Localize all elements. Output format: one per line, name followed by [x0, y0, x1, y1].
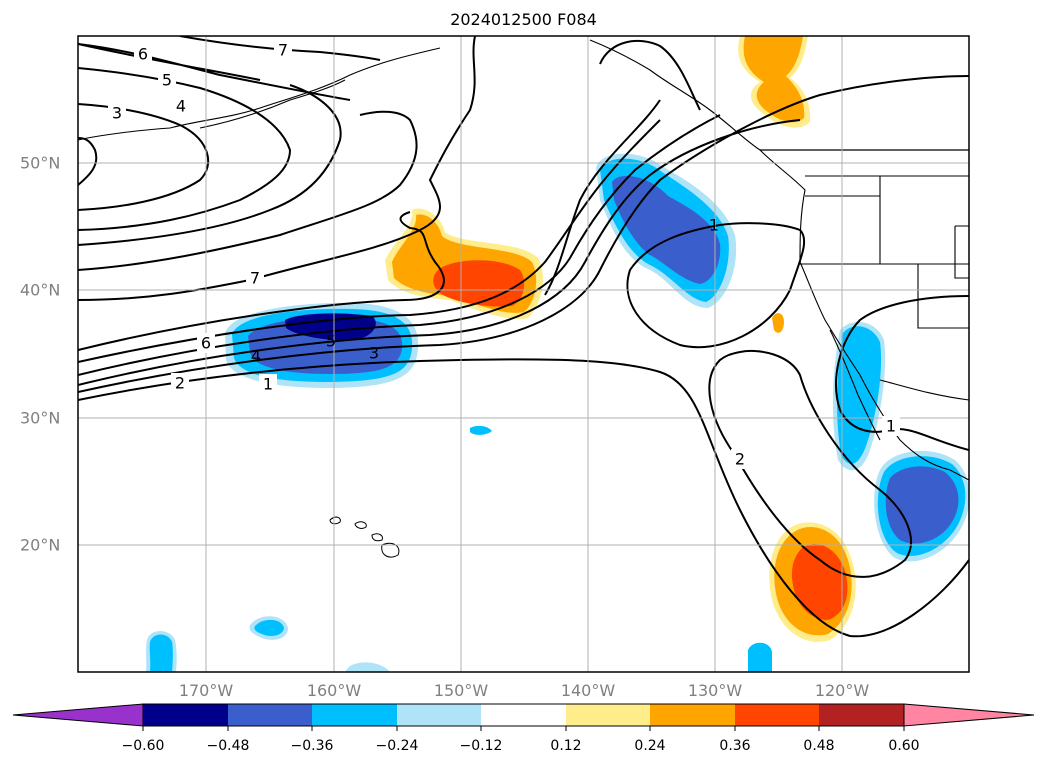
- map-frame: [77, 35, 970, 673]
- hawaiian-islands: [329, 516, 400, 558]
- contour-label: 4: [176, 97, 186, 116]
- contour-label: 7: [278, 41, 288, 60]
- colorbar-bin: [735, 704, 819, 726]
- coastlines: [78, 39, 969, 481]
- lon-label: 170°W: [178, 681, 234, 700]
- contour-label: 3: [112, 104, 122, 123]
- contour-label: 3: [369, 344, 379, 363]
- contour-label: 2: [175, 374, 185, 393]
- colorbar-tick-label: 0.60: [888, 738, 920, 754]
- contour-label: 6: [138, 45, 148, 64]
- colorbar-bin: [481, 704, 566, 726]
- colorbar-tick-label: 0.36: [719, 738, 751, 754]
- colorbar-tick-label: −0.48: [206, 738, 250, 754]
- map-plot-area: [78, 36, 969, 672]
- contour-label: 4: [251, 347, 261, 366]
- colorbar-bin: [143, 704, 228, 726]
- contour-lines: [78, 36, 969, 638]
- colorbar-tick-label: −0.36: [290, 738, 334, 754]
- map-title: 2024012500 F084: [450, 10, 597, 29]
- lon-label: 120°W: [814, 681, 870, 700]
- lat-label: 50°N: [20, 153, 61, 173]
- colorbar-tick-label: 0.12: [550, 738, 582, 754]
- colorbar-bin: [228, 704, 312, 726]
- gridlines: [78, 36, 969, 672]
- colorbar-tick-label: −0.60: [121, 738, 165, 754]
- lon-label: 130°W: [687, 681, 743, 700]
- contour-label: 5: [162, 71, 172, 90]
- colorbar-tick-label: −0.12: [459, 738, 503, 754]
- contour-label: 2: [735, 450, 745, 469]
- lon-label: 160°W: [306, 681, 362, 700]
- colorbar: [12, 703, 1035, 731]
- contour-label: 6: [201, 334, 211, 353]
- shaded-field-small-features: [146, 313, 784, 672]
- lat-label: 40°N: [20, 280, 61, 300]
- colorbar-tick-label: 0.48: [803, 738, 835, 754]
- contour-label: 1: [709, 216, 719, 235]
- shaded-field-positive-southeast: [769, 522, 856, 642]
- lon-label: 140°W: [560, 681, 616, 700]
- shaded-field-positive-northeast: [738, 36, 811, 128]
- colorbar-bin: [566, 704, 650, 726]
- contour-label: 1: [886, 417, 896, 436]
- contour-label: 5: [326, 332, 336, 351]
- colorbar-tick-label: 0.24: [634, 738, 666, 754]
- contour-labels: 7 6 5 4 3 7 6 5 4 3 2 1 1 1 2: [108, 40, 900, 469]
- shaded-field-negative-mexico: [874, 450, 969, 562]
- contour-label: 7: [250, 269, 260, 288]
- contour-label: 1: [263, 375, 273, 394]
- colorbar-bin: [819, 704, 904, 726]
- colorbar-bin: [650, 704, 735, 726]
- lat-label: 30°N: [20, 408, 61, 428]
- colorbar-bin: [312, 704, 397, 726]
- colorbar-extend-low: [12, 703, 144, 727]
- lat-label: 20°N: [20, 535, 61, 555]
- colorbar-bin: [397, 704, 481, 726]
- colorbar-tick-label: −0.24: [375, 738, 419, 754]
- colorbar-extend-high: [903, 703, 1035, 727]
- shaded-field-positive-central-pacific: [385, 208, 543, 319]
- lon-label: 150°W: [433, 681, 489, 700]
